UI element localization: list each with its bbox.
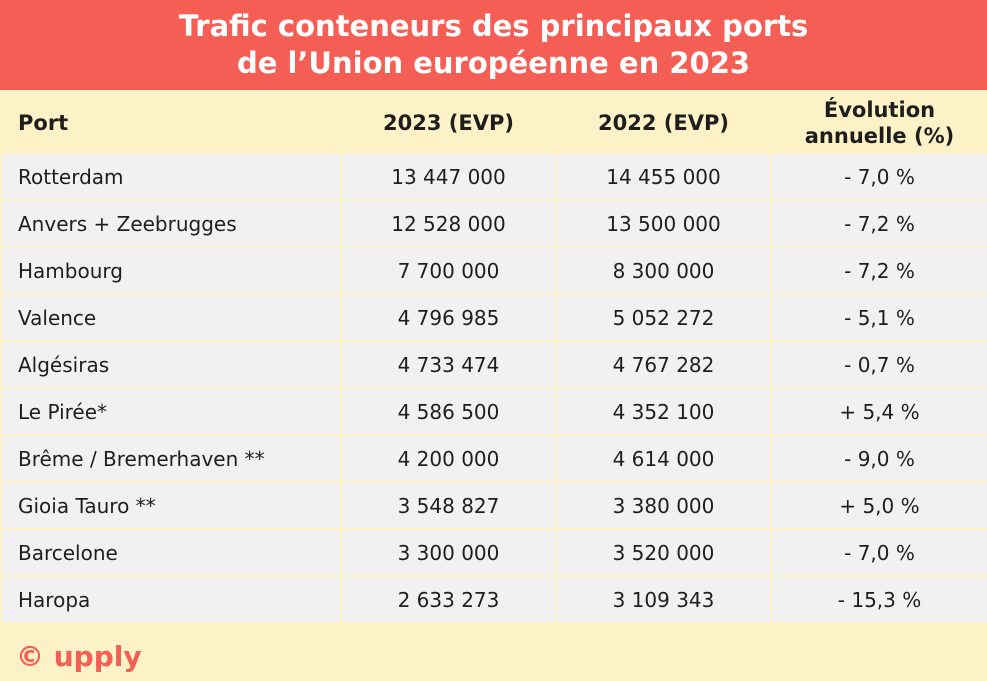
table-row: Anvers + Zeebrugges 12 528 000 13 500 00… bbox=[2, 201, 987, 246]
table-row: Haropa 2 633 273 3 109 343 - 15,3 % bbox=[2, 577, 987, 622]
table-row: Algésiras 4 733 474 4 767 282 - 0,7 % bbox=[2, 342, 987, 387]
cell-2023: 13 447 000 bbox=[342, 154, 555, 199]
table-row: Valence 4 796 985 5 052 272 - 5,1 % bbox=[2, 295, 987, 340]
table-row: Rotterdam 13 447 000 14 455 000 - 7,0 % bbox=[2, 154, 987, 199]
cell-evolution: - 7,0 % bbox=[772, 530, 987, 575]
cell-2023: 3 548 827 bbox=[342, 483, 555, 528]
cell-2022: 14 455 000 bbox=[557, 154, 770, 199]
header-evolution-line-1: Évolution bbox=[823, 98, 936, 122]
cell-port: Anvers + Zeebrugges bbox=[2, 201, 340, 246]
cell-evolution: - 15,3 % bbox=[772, 577, 987, 622]
cell-2023: 4 733 474 bbox=[342, 342, 555, 387]
header-2023: 2023 (EVP) bbox=[342, 94, 555, 152]
cell-2023: 4 796 985 bbox=[342, 295, 555, 340]
table-header-row: Port 2023 (EVP) 2022 (EVP) Évolution ann… bbox=[2, 94, 987, 152]
chart-title-line-1: Trafic conteneurs des principaux ports bbox=[178, 9, 809, 43]
cell-port: Gioia Tauro ** bbox=[2, 483, 340, 528]
cell-2022: 5 052 272 bbox=[557, 295, 770, 340]
cell-port: Brême / Bremerhaven ** bbox=[2, 436, 340, 481]
cell-2023: 3 300 000 bbox=[342, 530, 555, 575]
cell-2022: 3 520 000 bbox=[557, 530, 770, 575]
cell-2022: 4 352 100 bbox=[557, 389, 770, 434]
cell-port: Algésiras bbox=[2, 342, 340, 387]
cell-2022: 13 500 000 bbox=[557, 201, 770, 246]
cell-evolution: - 7,0 % bbox=[772, 154, 987, 199]
header-evolution: Évolution annuelle (%) bbox=[772, 94, 987, 152]
header-2022: 2022 (EVP) bbox=[557, 94, 770, 152]
upply-logo: © upply bbox=[16, 640, 142, 673]
cell-evolution: - 7,2 % bbox=[772, 248, 987, 293]
cell-2022: 3 380 000 bbox=[557, 483, 770, 528]
cell-port: Le Pirée* bbox=[2, 389, 340, 434]
title-banner: Trafic conteneurs des principaux ports d… bbox=[0, 0, 987, 90]
table-row: Barcelone 3 300 000 3 520 000 - 7,0 % bbox=[2, 530, 987, 575]
cell-2023: 4 586 500 bbox=[342, 389, 555, 434]
cell-2023: 2 633 273 bbox=[342, 577, 555, 622]
cell-evolution: - 5,1 % bbox=[772, 295, 987, 340]
cell-evolution: + 5,0 % bbox=[772, 483, 987, 528]
cell-port: Valence bbox=[2, 295, 340, 340]
table-row: Le Pirée* 4 586 500 4 352 100 + 5,4 % bbox=[2, 389, 987, 434]
cell-2022: 3 109 343 bbox=[557, 577, 770, 622]
cell-2022: 4 767 282 bbox=[557, 342, 770, 387]
table-row: Gioia Tauro ** 3 548 827 3 380 000 + 5,0… bbox=[2, 483, 987, 528]
header-port: Port bbox=[2, 94, 340, 152]
table-row: Hambourg 7 700 000 8 300 000 - 7,2 % bbox=[2, 248, 987, 293]
cell-port: Rotterdam bbox=[2, 154, 340, 199]
cell-2022: 4 614 000 bbox=[557, 436, 770, 481]
cell-evolution: - 9,0 % bbox=[772, 436, 987, 481]
cell-evolution: - 0,7 % bbox=[772, 342, 987, 387]
cell-2023: 4 200 000 bbox=[342, 436, 555, 481]
table-row: Brême / Bremerhaven ** 4 200 000 4 614 0… bbox=[2, 436, 987, 481]
cell-port: Hambourg bbox=[2, 248, 340, 293]
table-body: Rotterdam 13 447 000 14 455 000 - 7,0 % … bbox=[2, 154, 987, 622]
cell-port: Haropa bbox=[2, 577, 340, 622]
cell-evolution: + 5,4 % bbox=[772, 389, 987, 434]
cell-2023: 7 700 000 bbox=[342, 248, 555, 293]
chart-title-line-2: de l’Union européenne en 2023 bbox=[236, 46, 751, 80]
footer: © upply bbox=[0, 633, 987, 681]
port-traffic-table: Port 2023 (EVP) 2022 (EVP) Évolution ann… bbox=[0, 92, 987, 624]
header-evolution-line-2: annuelle (%) bbox=[804, 124, 955, 148]
cell-2022: 8 300 000 bbox=[557, 248, 770, 293]
cell-2023: 12 528 000 bbox=[342, 201, 555, 246]
cell-port: Barcelone bbox=[2, 530, 340, 575]
cell-evolution: - 7,2 % bbox=[772, 201, 987, 246]
